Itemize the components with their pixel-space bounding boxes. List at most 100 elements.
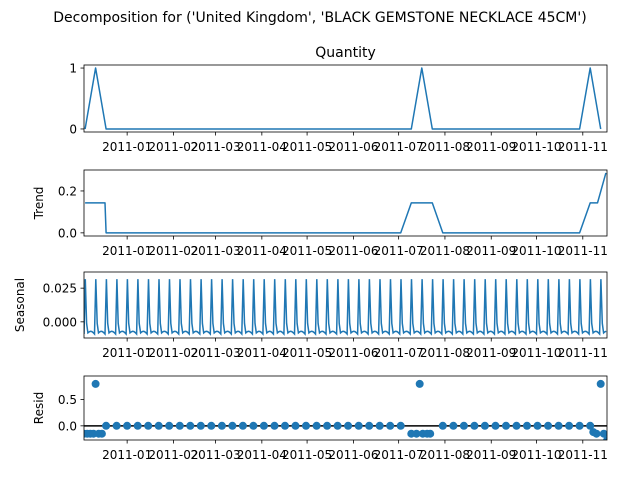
panel-2: 0.00.22011-012011-022011-032011-042011-0… <box>32 169 608 258</box>
resid-point <box>415 379 424 388</box>
x-tick-label: 2011-09 <box>466 244 516 258</box>
resid-point <box>133 421 142 430</box>
x-tick-label: 2011-02 <box>148 244 198 258</box>
y-tick-label: 0 <box>69 122 77 136</box>
resid-point <box>281 421 289 430</box>
resid-point <box>544 421 553 430</box>
resid-point <box>270 421 279 430</box>
x-tick-label: 2011-08 <box>420 448 470 462</box>
x-tick-label: 2011-05 <box>282 346 332 360</box>
x-tick-label: 2011-03 <box>190 244 240 258</box>
x-tick-label: 2011-08 <box>420 244 470 258</box>
x-tick-label: 2011-10 <box>511 140 561 154</box>
y-tick-label: 1 <box>69 62 77 76</box>
x-tick-label: 2011-03 <box>190 448 240 462</box>
x-tick-label: 2011-04 <box>237 244 287 258</box>
x-tick-label: 2011-07 <box>374 448 424 462</box>
resid-point <box>238 421 247 430</box>
resid-point <box>217 421 226 430</box>
resid-point <box>533 421 542 430</box>
resid-point <box>165 421 174 430</box>
resid-point <box>333 421 342 430</box>
resid-point <box>365 421 374 430</box>
resid-point <box>554 421 563 430</box>
resid-point <box>592 429 601 438</box>
resid-point <box>491 421 500 430</box>
axes-frame <box>83 169 608 237</box>
resid-point <box>480 421 489 430</box>
resid-point <box>112 421 121 430</box>
resid-point <box>249 421 258 430</box>
x-tick-label: 2011-02 <box>148 346 198 360</box>
x-tick-label: 2011-06 <box>328 346 378 360</box>
x-tick-label: 2011-01 <box>102 346 152 360</box>
resid-point <box>449 421 458 430</box>
x-tick-label: 2011-05 <box>282 244 332 258</box>
panels-group: 012011-012011-022011-032011-042011-05201… <box>13 45 608 462</box>
x-tick-label: 2011-01 <box>102 244 152 258</box>
resid-point <box>375 421 384 430</box>
resid-point <box>599 429 607 438</box>
resid-point <box>154 421 163 430</box>
panel-title: Quantity <box>315 45 376 61</box>
resid-point <box>386 421 395 430</box>
seasonal-line <box>84 279 607 336</box>
x-tick-label: 2011-07 <box>374 346 424 360</box>
resid-point <box>412 429 421 438</box>
resid-point <box>586 421 595 430</box>
resid-point <box>196 421 205 430</box>
x-tick-label: 2011-06 <box>328 244 378 258</box>
x-tick-label: 2011-09 <box>466 346 516 360</box>
y-tick-label: 0.0 <box>58 226 77 240</box>
resid-point <box>144 421 153 430</box>
x-tick-label: 2011-10 <box>511 448 561 462</box>
x-tick-label: 2011-04 <box>237 448 287 462</box>
axes-frame <box>83 375 608 441</box>
x-tick-label: 2011-05 <box>282 448 332 462</box>
x-tick-label: 2011-10 <box>511 346 561 360</box>
resid-point <box>186 421 195 430</box>
x-tick-label: 2011-09 <box>466 448 516 462</box>
resid-point <box>302 421 310 430</box>
x-tick-label: 2011-08 <box>420 140 470 154</box>
x-tick-label: 2011-11 <box>558 448 608 462</box>
y-tick-label: 0.0 <box>58 419 77 433</box>
plot-area <box>84 279 607 336</box>
resid-point <box>596 379 605 388</box>
x-tick-label: 2011-06 <box>328 448 378 462</box>
panel-1: 012011-012011-022011-032011-042011-05201… <box>69 45 608 154</box>
resid-point <box>565 421 574 430</box>
x-tick-label: 2011-04 <box>237 140 287 154</box>
series-line-1 <box>84 67 602 130</box>
x-tick-label: 2011-07 <box>374 140 424 154</box>
resid-point <box>323 421 332 430</box>
axes-frame <box>83 271 608 339</box>
resid-point <box>603 436 607 440</box>
axes-frame <box>83 64 608 133</box>
plot-area <box>84 379 607 440</box>
plot-area <box>85 172 607 234</box>
x-tick-label: 2011-03 <box>190 346 240 360</box>
resid-point <box>502 421 510 430</box>
resid-point <box>426 429 435 438</box>
plot-area <box>84 67 602 130</box>
resid-point <box>91 379 100 388</box>
x-tick-label: 2011-11 <box>558 244 608 258</box>
x-tick-label: 2011-01 <box>102 140 152 154</box>
resid-point <box>354 421 363 430</box>
y-tick-label: 0.000 <box>43 315 77 329</box>
resid-point <box>344 421 353 430</box>
resid-point <box>470 421 479 430</box>
y-tick-label: 0.025 <box>43 282 77 296</box>
x-tick-label: 2011-08 <box>420 346 470 360</box>
series-line-1 <box>85 172 607 234</box>
x-tick-label: 2011-10 <box>511 244 561 258</box>
panel-4: 0.00.52011-012011-022011-032011-042011-0… <box>32 375 608 462</box>
y-axis-label: Trend <box>32 187 46 221</box>
x-tick-label: 2011-02 <box>148 448 198 462</box>
x-tick-label: 2011-02 <box>148 140 198 154</box>
panel-3: 0.0000.0252011-012011-022011-032011-0420… <box>13 271 608 360</box>
resid-point <box>102 421 111 430</box>
x-tick-label: 2011-06 <box>328 140 378 154</box>
resid-point <box>228 421 237 430</box>
